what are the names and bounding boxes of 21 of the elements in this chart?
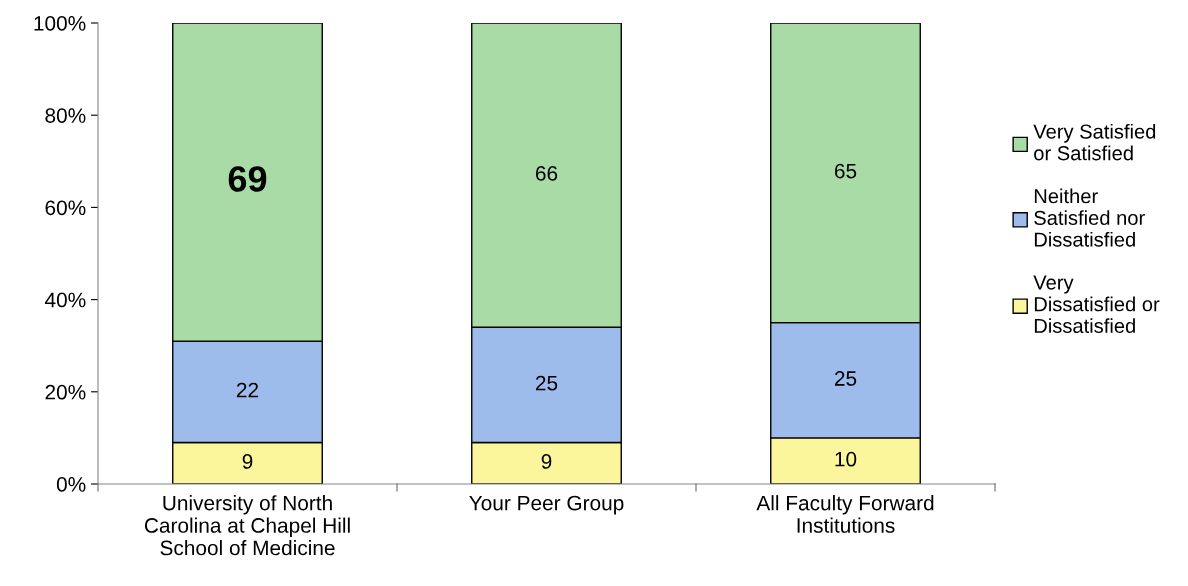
data-label: 9 bbox=[242, 454, 253, 469]
data-label: 22 bbox=[236, 382, 259, 398]
x-tick-label: All Faculty Forward Institutions bbox=[756, 495, 934, 533]
legend-label: Very Satisfied or Satisfied bbox=[1033, 123, 1156, 161]
y-tick-label: 60% bbox=[45, 200, 86, 216]
data-label: 66 bbox=[535, 165, 558, 181]
y-tick-label: 40% bbox=[44, 292, 86, 308]
data-label: 10 bbox=[835, 451, 857, 467]
y-tick-label: 100% bbox=[34, 16, 86, 31]
data-label: 69 bbox=[228, 166, 267, 192]
y-tick-label: 0% bbox=[56, 477, 86, 492]
x-tick-label: Your Peer Group bbox=[469, 495, 624, 515]
data-label: 25 bbox=[535, 375, 558, 391]
data-label: 9 bbox=[541, 454, 552, 469]
legend-label: Very Dissatisfied or Dissatisfied bbox=[1033, 275, 1160, 334]
data-label: 65 bbox=[834, 163, 857, 179]
y-tick-label: 80% bbox=[45, 108, 86, 123]
x-tick-label: University of North Carolina at Chapel Hill School of Medicine bbox=[144, 495, 350, 556]
y-tick-label: 20% bbox=[45, 384, 86, 400]
data-label: 25 bbox=[834, 371, 857, 386]
legend-label: Neither Satisfied nor Dissatisfied bbox=[1034, 188, 1145, 247]
